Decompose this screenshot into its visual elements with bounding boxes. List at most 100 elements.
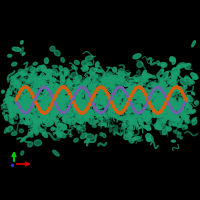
Ellipse shape [153,102,157,104]
Ellipse shape [21,77,25,80]
Ellipse shape [174,108,178,112]
Ellipse shape [19,108,23,112]
Ellipse shape [41,97,44,100]
Ellipse shape [35,132,39,135]
Ellipse shape [146,134,151,138]
Ellipse shape [48,94,55,101]
Ellipse shape [86,77,91,83]
Ellipse shape [117,93,123,99]
Ellipse shape [76,117,83,123]
Ellipse shape [143,70,146,75]
Ellipse shape [43,104,48,107]
Ellipse shape [103,74,111,81]
Ellipse shape [162,92,166,97]
Ellipse shape [11,80,17,85]
Ellipse shape [186,105,188,108]
Ellipse shape [44,76,51,80]
Ellipse shape [80,100,83,103]
Ellipse shape [169,103,173,106]
Ellipse shape [168,90,172,95]
Ellipse shape [74,100,79,104]
Ellipse shape [94,68,102,72]
Ellipse shape [74,89,81,94]
Ellipse shape [81,95,83,97]
Ellipse shape [69,100,75,107]
Ellipse shape [27,130,33,137]
Ellipse shape [161,108,164,110]
Ellipse shape [87,98,91,101]
Ellipse shape [145,114,149,118]
Ellipse shape [172,75,177,79]
Ellipse shape [22,108,27,112]
Ellipse shape [134,104,141,110]
Ellipse shape [151,113,155,117]
Ellipse shape [61,125,67,130]
Ellipse shape [60,79,65,84]
Ellipse shape [143,117,150,121]
Ellipse shape [14,114,18,119]
Ellipse shape [170,57,175,61]
Ellipse shape [86,80,89,83]
Ellipse shape [186,120,189,122]
Ellipse shape [130,89,137,94]
Ellipse shape [27,101,30,103]
Ellipse shape [57,132,60,136]
Ellipse shape [14,81,21,84]
Ellipse shape [176,105,179,110]
Ellipse shape [16,105,20,108]
Ellipse shape [44,58,48,64]
Ellipse shape [57,99,62,104]
Ellipse shape [20,88,23,92]
Ellipse shape [162,104,169,109]
Ellipse shape [133,108,139,112]
Ellipse shape [8,54,12,57]
Ellipse shape [182,90,185,93]
Ellipse shape [58,135,61,137]
Ellipse shape [63,116,67,119]
Ellipse shape [54,84,59,89]
Ellipse shape [175,89,180,94]
Ellipse shape [113,108,119,113]
Ellipse shape [94,96,98,101]
Ellipse shape [125,92,127,95]
Ellipse shape [82,61,88,67]
Ellipse shape [11,111,16,114]
Ellipse shape [81,67,88,70]
Ellipse shape [174,117,179,122]
Ellipse shape [139,114,143,116]
Ellipse shape [189,81,194,84]
Ellipse shape [67,109,72,113]
Ellipse shape [162,85,164,88]
Ellipse shape [102,96,105,99]
Ellipse shape [126,116,134,120]
Ellipse shape [127,88,135,92]
Ellipse shape [166,96,169,99]
Ellipse shape [103,86,107,90]
Ellipse shape [21,71,24,75]
Ellipse shape [49,110,57,115]
Ellipse shape [88,102,92,106]
Ellipse shape [100,101,104,104]
Ellipse shape [179,87,184,93]
Ellipse shape [172,59,175,64]
Ellipse shape [32,116,36,119]
Ellipse shape [101,79,104,83]
Ellipse shape [116,105,120,110]
Ellipse shape [143,74,148,79]
Ellipse shape [89,86,95,89]
Ellipse shape [177,132,181,137]
Ellipse shape [150,103,153,106]
Ellipse shape [17,85,20,88]
Ellipse shape [59,66,63,71]
Ellipse shape [42,133,48,137]
Ellipse shape [31,122,35,126]
Ellipse shape [149,91,157,96]
Ellipse shape [101,118,105,122]
Ellipse shape [52,65,58,68]
Ellipse shape [147,137,152,142]
Ellipse shape [86,112,94,114]
Ellipse shape [146,95,149,98]
Ellipse shape [141,94,145,97]
Ellipse shape [163,82,167,86]
Ellipse shape [172,77,177,81]
